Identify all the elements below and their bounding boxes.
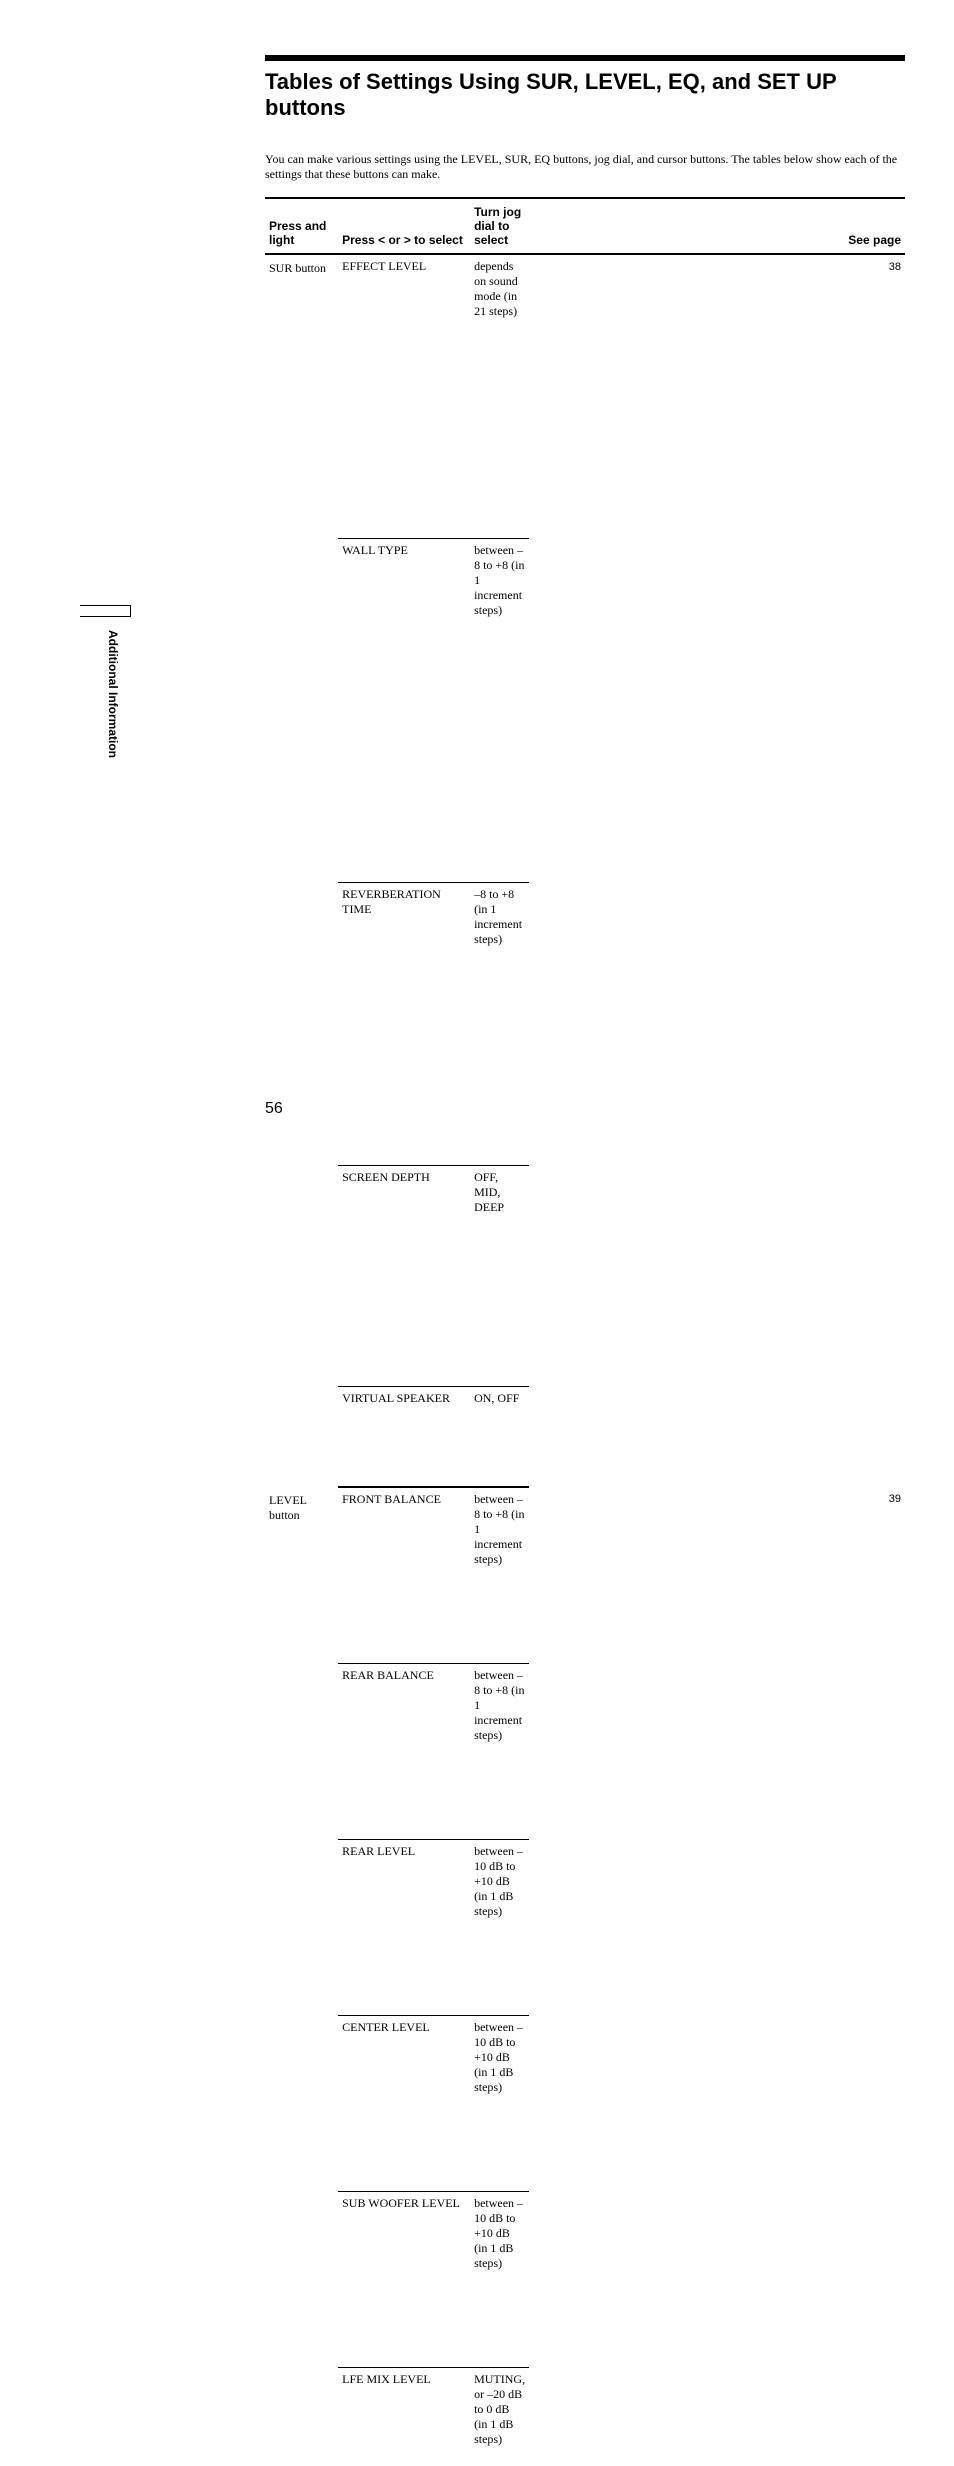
select-cell: SCREEN DEPTH <box>338 1165 470 1386</box>
page-title: Tables of Settings Using SUR, LEVEL, EQ,… <box>265 69 905 122</box>
table-row: LEVEL buttonFRONT BALANCEbetween –8 to +… <box>265 1487 905 1664</box>
side-tab-indicator <box>80 605 131 617</box>
select-cell: SUB WOOFER LEVEL <box>338 2191 470 2367</box>
th-jog: Turn jog dial to select <box>470 198 529 254</box>
jog-cell: between –8 to +8 (in 1 increment steps) <box>470 1487 529 1664</box>
select-cell: REVERBERATION TIME <box>338 883 470 1166</box>
select-cell: WALL TYPE <box>338 539 470 883</box>
select-cell: LFE MIX LEVEL <box>338 2367 470 2466</box>
th-page: See page <box>529 198 905 254</box>
settings-table: Press and light Press < or > to select T… <box>265 197 905 2466</box>
select-cell: REAR BALANCE <box>338 1664 470 1840</box>
jog-cell: between –8 to +8 (in 1 increment steps) <box>470 1664 529 1840</box>
jog-cell: ON, OFF <box>470 1387 529 1487</box>
jog-cell: between –10 dB to +10 dB (in 1 dB steps) <box>470 1840 529 2016</box>
manual-page: Additional Information Tables of Setting… <box>0 0 954 1233</box>
table-header-row: Press and light Press < or > to select T… <box>265 198 905 254</box>
jog-cell: between –10 dB to +10 dB (in 1 dB steps) <box>470 2016 529 2192</box>
select-cell: CENTER LEVEL <box>338 2016 470 2192</box>
select-cell: EFFECT LEVEL <box>338 254 470 539</box>
th-select: Press < or > to select <box>338 198 470 254</box>
jog-cell: depends on sound mode (in 21 steps) <box>470 254 529 539</box>
jog-cell: between –10 dB to +10 dB (in 1 dB steps) <box>470 2191 529 2367</box>
page-ref-cell: 38 <box>529 254 905 1487</box>
th-press: Press and light <box>265 198 338 254</box>
press-cell: SUR button <box>265 254 338 1487</box>
intro-text: You can make various settings using the … <box>265 152 905 183</box>
title-rule <box>265 55 905 61</box>
table-row: SUR buttonEFFECT LEVELdepends on sound m… <box>265 254 905 539</box>
press-cell: LEVEL button <box>265 1487 338 2466</box>
jog-cell: OFF, MID, DEEP <box>470 1165 529 1386</box>
page-ref-cell: 39 <box>529 1487 905 2466</box>
side-tab-label: Additional Information <box>106 630 120 758</box>
jog-cell: –8 to +8 (in 1 increment steps) <box>470 883 529 1166</box>
page-number: 56 <box>265 1100 283 1118</box>
jog-cell: between –8 to +8 (in 1 increment steps) <box>470 539 529 883</box>
jog-cell: MUTING, or –20 dB to 0 dB (in 1 dB steps… <box>470 2367 529 2466</box>
content-area: Tables of Settings Using SUR, LEVEL, EQ,… <box>265 55 905 2466</box>
select-cell: VIRTUAL SPEAKER <box>338 1387 470 1487</box>
select-cell: REAR LEVEL <box>338 1840 470 2016</box>
select-cell: FRONT BALANCE <box>338 1487 470 1664</box>
